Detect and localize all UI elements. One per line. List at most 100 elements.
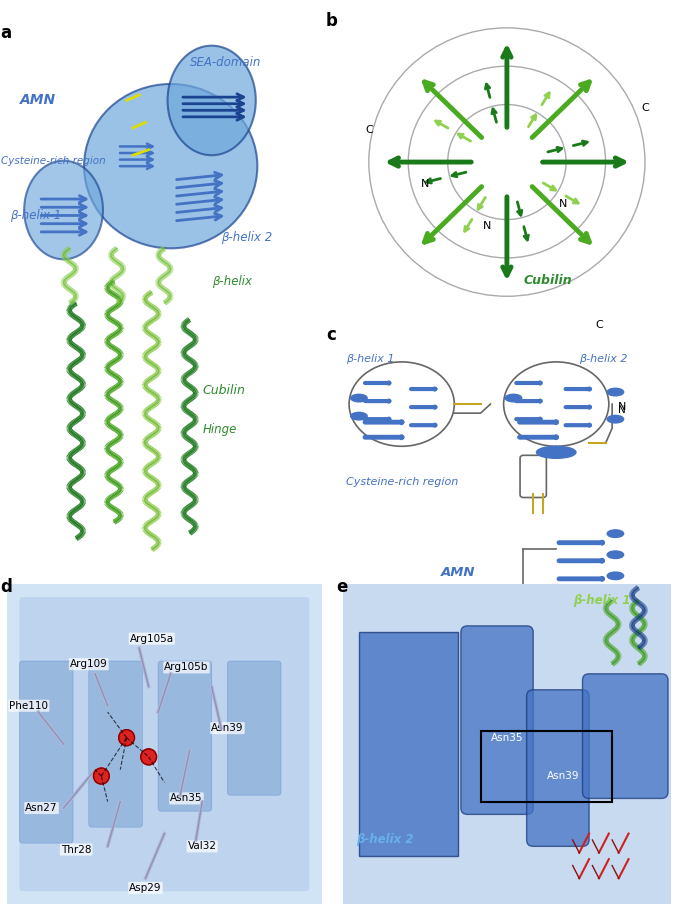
Ellipse shape xyxy=(506,394,522,402)
FancyBboxPatch shape xyxy=(227,661,281,795)
Text: β-helix 2: β-helix 2 xyxy=(221,231,273,244)
Circle shape xyxy=(536,648,543,654)
Text: e: e xyxy=(336,578,347,596)
Circle shape xyxy=(528,648,535,654)
Text: N: N xyxy=(618,405,626,415)
Circle shape xyxy=(471,648,477,654)
Circle shape xyxy=(454,627,461,633)
Circle shape xyxy=(577,627,584,633)
Ellipse shape xyxy=(351,413,367,420)
Circle shape xyxy=(503,627,510,633)
Circle shape xyxy=(561,648,568,654)
Text: Asn39: Asn39 xyxy=(211,723,244,733)
Ellipse shape xyxy=(607,388,623,396)
Circle shape xyxy=(479,648,486,654)
Text: β-helix 1: β-helix 1 xyxy=(573,593,630,607)
Text: Asn35: Asn35 xyxy=(490,733,523,742)
Circle shape xyxy=(569,627,576,633)
Circle shape xyxy=(561,627,568,633)
Circle shape xyxy=(512,648,519,654)
FancyBboxPatch shape xyxy=(520,456,547,498)
Text: β-helix 1: β-helix 1 xyxy=(346,354,395,364)
Text: Cysteine-rich region: Cysteine-rich region xyxy=(346,477,458,488)
Ellipse shape xyxy=(607,572,623,580)
Circle shape xyxy=(545,648,551,654)
Text: Asn39: Asn39 xyxy=(547,771,579,781)
Circle shape xyxy=(495,627,502,633)
Circle shape xyxy=(577,648,584,654)
Circle shape xyxy=(503,648,510,654)
Ellipse shape xyxy=(351,394,367,402)
Text: Arg105b: Arg105b xyxy=(164,663,209,672)
Circle shape xyxy=(528,627,535,633)
Text: Cubilin: Cubilin xyxy=(523,274,572,287)
FancyBboxPatch shape xyxy=(19,597,310,891)
Circle shape xyxy=(520,648,527,654)
Circle shape xyxy=(487,648,494,654)
Circle shape xyxy=(495,648,502,654)
Circle shape xyxy=(569,648,576,654)
Text: Asn35: Asn35 xyxy=(170,793,203,803)
Circle shape xyxy=(594,648,601,654)
FancyBboxPatch shape xyxy=(461,626,533,814)
Text: Cysteine-rich region: Cysteine-rich region xyxy=(1,156,105,165)
Circle shape xyxy=(553,627,560,633)
Text: β-helix 2: β-helix 2 xyxy=(580,354,627,364)
Text: Asp29: Asp29 xyxy=(129,883,162,893)
Circle shape xyxy=(586,627,593,633)
Circle shape xyxy=(512,627,519,633)
Circle shape xyxy=(586,648,593,654)
Text: N: N xyxy=(558,199,567,208)
Text: AMN: AMN xyxy=(441,566,475,580)
Circle shape xyxy=(454,648,461,654)
Circle shape xyxy=(487,627,494,633)
Circle shape xyxy=(594,627,601,633)
Text: c: c xyxy=(326,326,336,344)
Circle shape xyxy=(471,627,477,633)
Ellipse shape xyxy=(607,415,623,423)
Circle shape xyxy=(553,648,560,654)
FancyBboxPatch shape xyxy=(527,690,589,846)
Text: Val32: Val32 xyxy=(188,842,216,851)
Ellipse shape xyxy=(536,446,576,458)
Text: β-helix 1: β-helix 1 xyxy=(10,209,61,222)
Text: a: a xyxy=(1,24,12,42)
FancyBboxPatch shape xyxy=(158,661,212,812)
Circle shape xyxy=(545,627,551,633)
Ellipse shape xyxy=(24,161,103,259)
Ellipse shape xyxy=(168,46,256,155)
Circle shape xyxy=(536,627,543,633)
Ellipse shape xyxy=(84,84,258,248)
Polygon shape xyxy=(359,633,458,856)
Text: Cubilin: Cubilin xyxy=(202,384,245,397)
FancyBboxPatch shape xyxy=(517,593,527,649)
FancyBboxPatch shape xyxy=(89,661,142,827)
Text: SEA-domain: SEA-domain xyxy=(553,586,621,596)
Text: N: N xyxy=(421,180,429,189)
FancyBboxPatch shape xyxy=(19,661,73,844)
Text: Thr28: Thr28 xyxy=(61,845,91,855)
Text: β-helix: β-helix xyxy=(212,275,251,288)
FancyBboxPatch shape xyxy=(3,582,325,908)
Text: Asn27: Asn27 xyxy=(25,803,58,813)
Ellipse shape xyxy=(607,530,623,538)
Text: Hinge: Hinge xyxy=(202,423,236,436)
Circle shape xyxy=(462,627,469,633)
Circle shape xyxy=(462,648,469,654)
Text: C: C xyxy=(519,679,526,689)
Text: AMN: AMN xyxy=(19,93,55,108)
Circle shape xyxy=(479,627,486,633)
Text: C: C xyxy=(641,103,649,112)
FancyBboxPatch shape xyxy=(582,674,668,798)
Text: C: C xyxy=(595,320,603,330)
Text: β-helix 2: β-helix 2 xyxy=(356,834,413,846)
Text: Arg105a: Arg105a xyxy=(129,634,174,644)
Text: b: b xyxy=(326,12,338,30)
Text: d: d xyxy=(1,578,12,596)
Text: Arg109: Arg109 xyxy=(70,659,108,669)
Bar xyxy=(481,731,612,802)
Circle shape xyxy=(93,768,109,784)
Text: C: C xyxy=(365,125,373,135)
Circle shape xyxy=(520,627,527,633)
Text: N: N xyxy=(618,402,626,412)
